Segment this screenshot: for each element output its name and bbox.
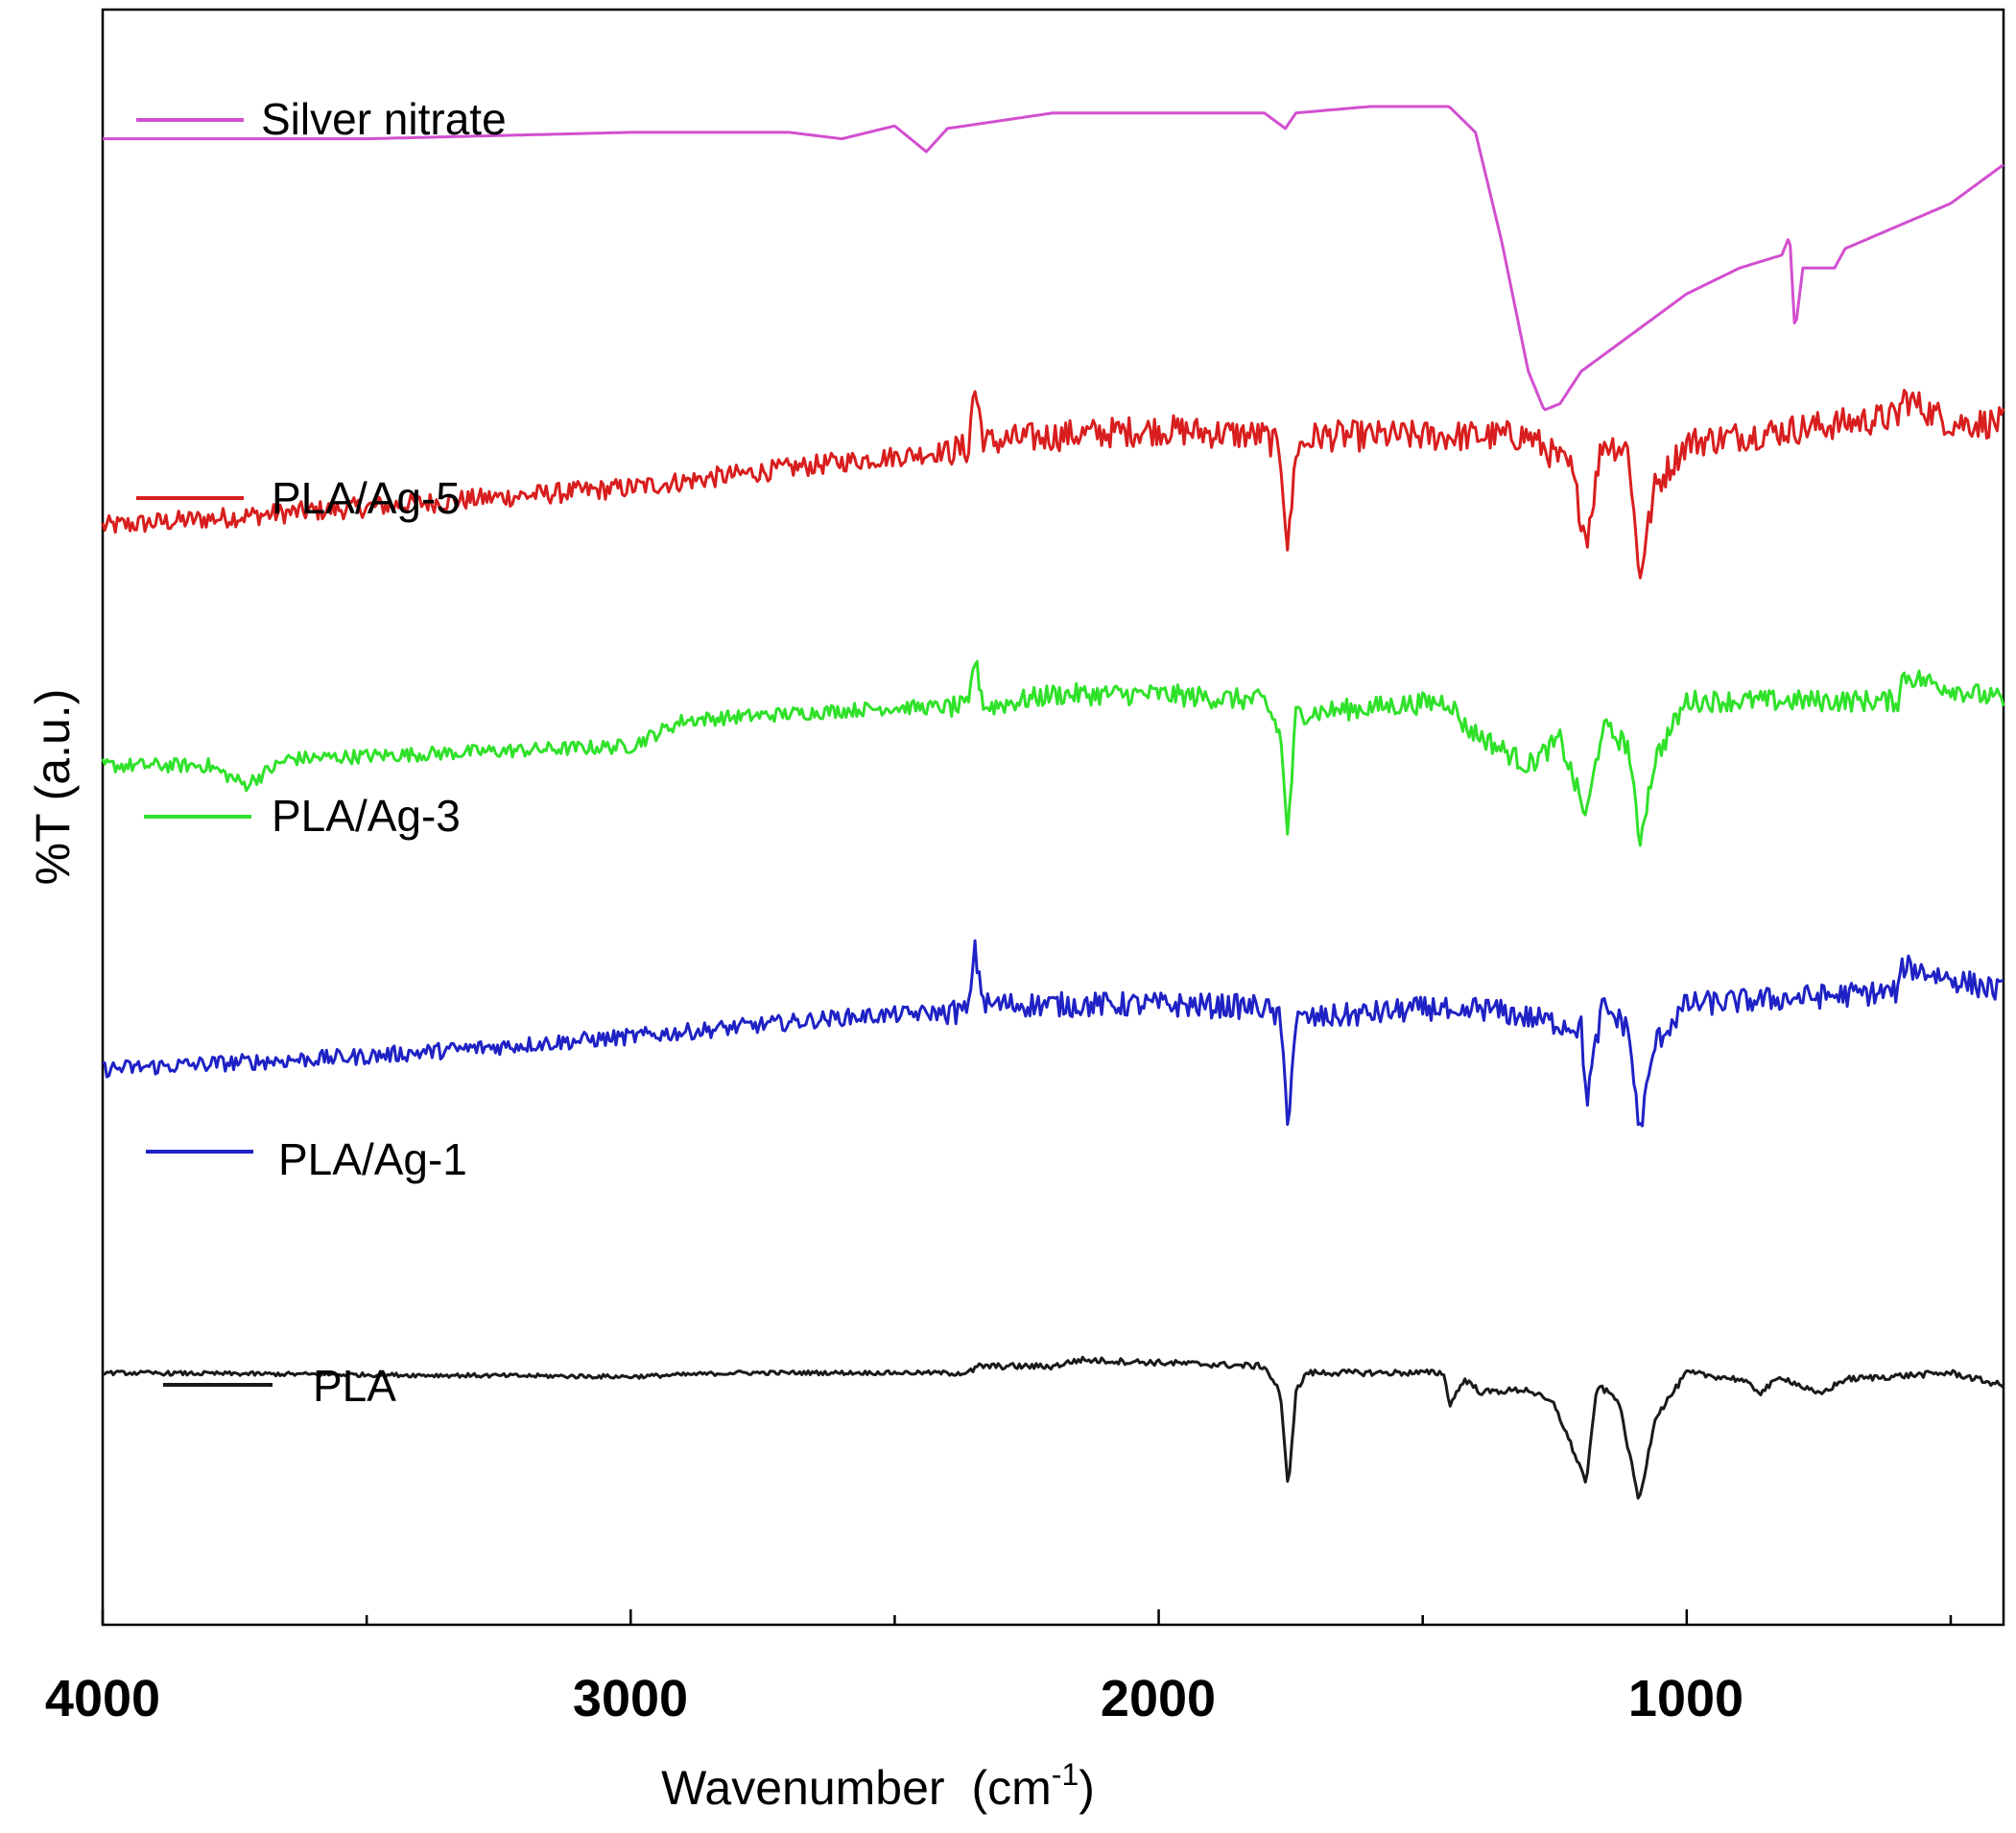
- series-line-pla-ag-3: [101, 659, 2005, 847]
- legend-label: PLA/Ag-5: [272, 473, 461, 523]
- legend-entry-pla-ag-3: PLA/Ag-3: [144, 791, 461, 841]
- x-tick-label: 4000: [45, 1670, 160, 1727]
- x-axis-title-word: Wavenumber: [661, 1761, 944, 1815]
- legend-label: PLA/Ag-1: [278, 1134, 467, 1184]
- plot-frame: [101, 8, 2005, 1627]
- series-line-pla: [102, 1355, 2005, 1500]
- y-axis-title: %T (a.u.): [26, 689, 80, 886]
- x-axis-ticks: [101, 1609, 1953, 1625]
- legend-label: PLA/Ag-3: [272, 791, 461, 841]
- x-tick-labels: 4000 3000 2000 1000: [45, 1670, 1743, 1727]
- series-line-pla-ag-1: [102, 939, 2004, 1128]
- legend-entry-pla-ag-5: PLA/Ag-5: [136, 473, 461, 523]
- x-tick-label: 3000: [573, 1670, 688, 1727]
- series-line-pla-ag-5: [101, 389, 2005, 580]
- x-axis-title-close: ): [1079, 1761, 1095, 1815]
- legend-label: Silver nitrate: [261, 94, 507, 144]
- x-axis-title-exponent: -1: [1052, 1757, 1079, 1792]
- legend-entry-pla-ag-1: PLA/Ag-1: [146, 1134, 467, 1184]
- series-line-silver-nitrate: [103, 105, 2004, 412]
- legend-label: PLA: [313, 1361, 396, 1411]
- legend: Silver nitrate PLA/Ag-5 PLA/Ag-3 PLA/Ag-…: [136, 94, 507, 1411]
- x-axis-title: Wavenumber (cm-1): [661, 1757, 1095, 1815]
- legend-entry-silver-nitrate: Silver nitrate: [136, 94, 507, 144]
- x-axis-title-open: (: [971, 1761, 987, 1815]
- series-lines: [101, 105, 2005, 1500]
- legend-entry-pla: PLA: [163, 1361, 396, 1411]
- x-tick-label: 1000: [1628, 1670, 1743, 1727]
- x-tick-label: 2000: [1101, 1670, 1216, 1727]
- x-axis-title-unit: cm: [987, 1761, 1052, 1815]
